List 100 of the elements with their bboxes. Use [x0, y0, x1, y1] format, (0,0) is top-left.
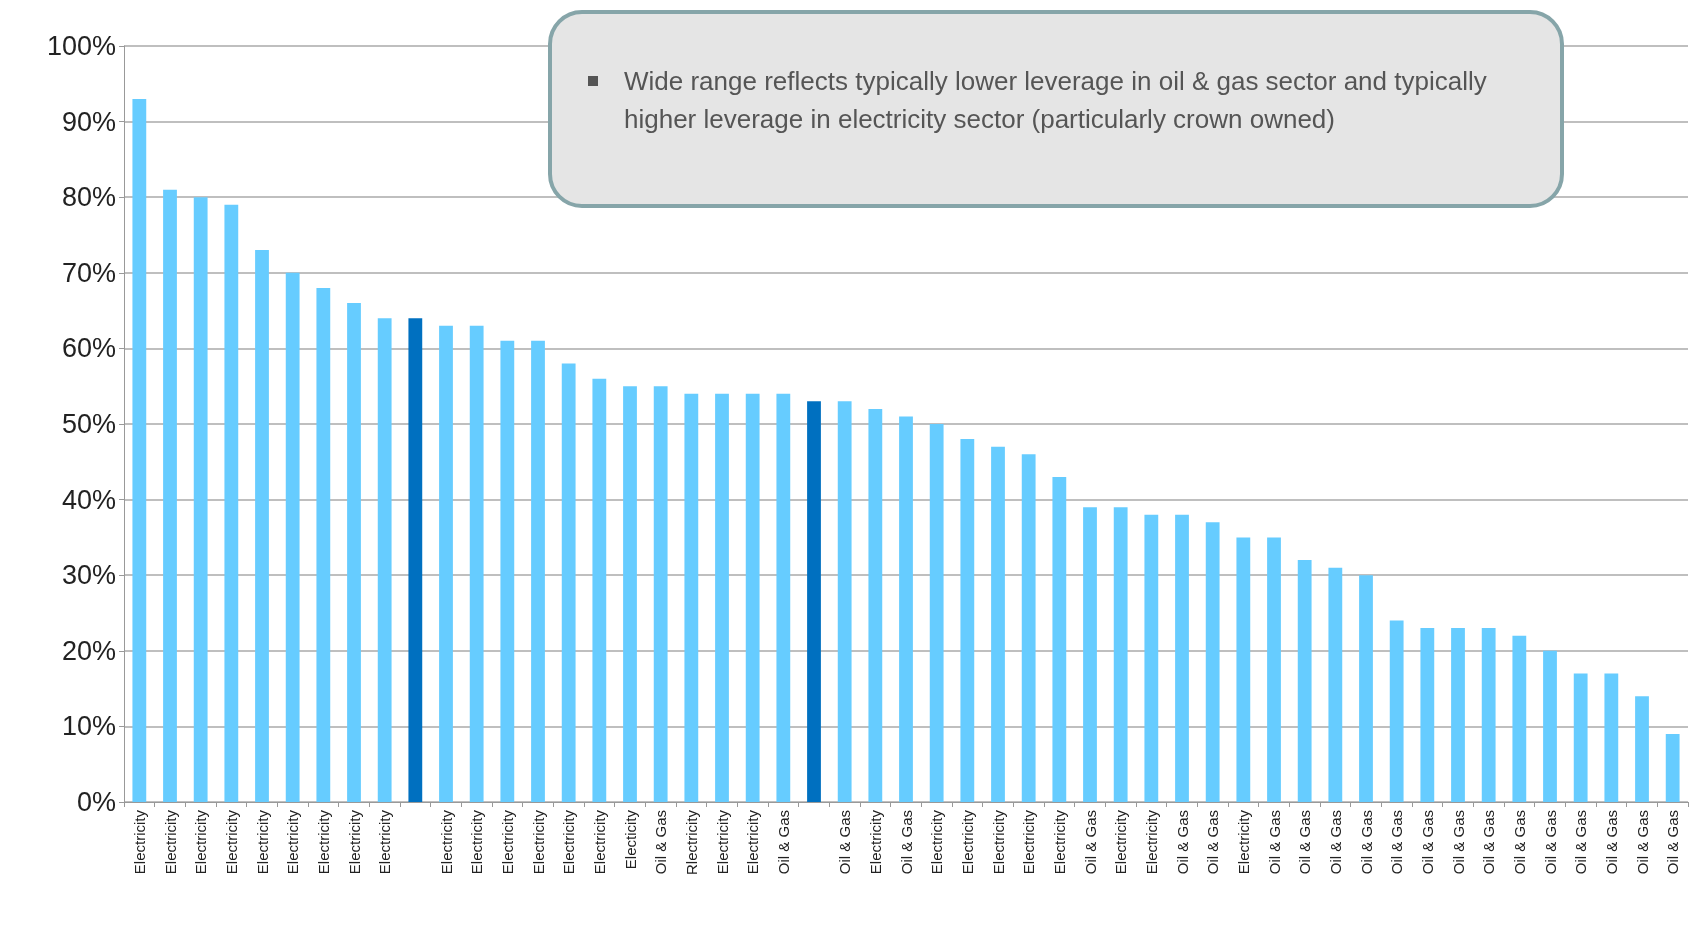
annotation: Wide range reflects typically lower leverage in oil & gas sector and typically higher leverage in electricity sector (particularly crown owned) [624, 65, 1488, 136]
bar [1512, 635, 1527, 802]
x-tick-label: Electricity [1234, 809, 1252, 875]
x-tick-label: Electricity [590, 809, 608, 875]
bar [531, 340, 545, 802]
bar [1144, 514, 1159, 802]
x-tick-label: Electricity [498, 809, 516, 875]
bar [377, 318, 392, 802]
bar [561, 363, 576, 802]
x-tick-label: Electricity [560, 809, 578, 875]
x-tick-label: Oil & Gas [1081, 810, 1099, 875]
x-tick-label: Electricity [1020, 809, 1038, 875]
bar [1420, 628, 1435, 802]
bar [653, 386, 668, 802]
y-tick-label: 100% [46, 31, 116, 61]
bar [715, 393, 729, 802]
bar [285, 272, 300, 802]
y-tick-label: 60% [61, 333, 116, 364]
x-tick-label: Oil & Gas [1572, 810, 1590, 875]
bar [1205, 522, 1220, 802]
bar [1451, 628, 1465, 802]
x-tick-label: Oil & Gas [897, 810, 915, 875]
bar [347, 303, 361, 802]
y-tick-label: 50% [61, 409, 116, 439]
bar [1267, 537, 1281, 802]
bar [1543, 650, 1557, 802]
x-tick-label: Oil & Gas [1541, 810, 1559, 875]
x-tick-label: Electicity [621, 809, 639, 870]
x-tick-label: Electricity [1112, 809, 1130, 875]
x-tick-label: Oil & Gas [1204, 810, 1222, 875]
bar [929, 424, 944, 802]
x-tick-label: Electricity [284, 809, 302, 875]
bar [255, 250, 269, 802]
bar [469, 325, 484, 802]
x-tick-label: Electricity [744, 809, 762, 875]
x-tick-label: Oil & Gas [1480, 810, 1498, 875]
x-tick-label: Oil & Gas [1265, 810, 1283, 875]
bar [224, 204, 239, 802]
y-tick-label: 30% [61, 560, 116, 591]
bar [899, 416, 913, 802]
x-tick-label: Electricity [376, 809, 394, 875]
bar [960, 439, 975, 802]
bar [500, 340, 515, 802]
y-tick-label: 20% [61, 635, 116, 666]
y-tick-label: 0% [76, 787, 116, 817]
x-tick-label: Electricity [529, 809, 547, 875]
x-tick-label: Electricity [958, 809, 976, 875]
x-tick-label: Oil & Gas [1326, 810, 1344, 875]
x-tick-label: Electricity [161, 809, 179, 875]
bar [1297, 560, 1312, 802]
bar [1052, 476, 1067, 802]
bar [1021, 454, 1036, 802]
x-tick-label: Oil & Gas [1173, 810, 1191, 875]
x-tick-label: Oil & Gas [1602, 810, 1620, 875]
x-tick-label: Electricity [130, 809, 148, 875]
bar [807, 401, 821, 802]
x-tick-label: Oil & Gas [1510, 810, 1528, 875]
bar [1328, 567, 1343, 802]
x-tick-label: Oil & Gas [1449, 810, 1467, 875]
x-tick-label: Electricity [314, 809, 332, 875]
bar [1175, 514, 1189, 802]
x-tick-label: Electricity [253, 809, 271, 875]
bar [316, 287, 331, 802]
bar [623, 386, 637, 802]
y-tick-label: 70% [61, 257, 116, 288]
bar [776, 393, 791, 802]
x-tick-label: Oil & Gas [1418, 810, 1436, 875]
bar [163, 189, 177, 802]
bar [868, 408, 883, 802]
bar [991, 446, 1005, 802]
x-tick-label: Electricity [989, 809, 1007, 875]
x-tick-label: Electricity [437, 809, 455, 875]
x-tick-label: Oil & Gas [1388, 810, 1406, 875]
bar [592, 378, 607, 802]
x-tick-label: Rlectricity [682, 809, 700, 876]
bar [1113, 507, 1128, 802]
bar [439, 325, 453, 802]
x-tick-label: Electricity [345, 809, 363, 875]
bar [745, 393, 760, 802]
x-tick-label: Electricity [866, 809, 884, 875]
y-tick-label: 80% [61, 182, 116, 213]
bar [837, 401, 852, 802]
x-tick-label: Electricity [222, 809, 240, 875]
x-tick-label: Electricity [192, 809, 210, 875]
bar [1083, 507, 1097, 802]
bar [132, 98, 147, 802]
bar [1665, 733, 1680, 802]
x-tick-label: Oil & Gas [1357, 810, 1375, 875]
x-tick-label: Oil & Gas [652, 810, 670, 875]
y-tick-label: 90% [61, 106, 116, 137]
bar [1389, 620, 1404, 802]
x-tick-label: Electricity [468, 809, 486, 875]
bar [684, 393, 699, 802]
x-tick-label: Oil & Gas [1296, 810, 1314, 875]
x-tick-label: Electricity [1050, 809, 1068, 875]
bar [1604, 673, 1619, 802]
bar [408, 318, 423, 802]
bar [1481, 628, 1496, 802]
bar [1236, 537, 1251, 802]
note-box: Wide range reflects typically lower leverage in oil & gas sector and typically higher leverage in electricity sector (particularly crown owned) [548, 10, 1564, 208]
